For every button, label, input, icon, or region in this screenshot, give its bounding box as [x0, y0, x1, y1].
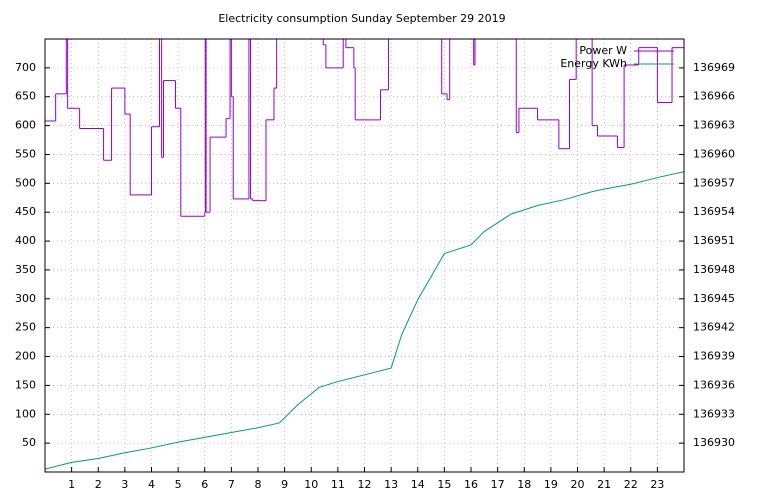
x-tick-label: 18	[517, 478, 531, 491]
y2-tick-label: 136933	[693, 407, 735, 420]
y2-tick-label: 136930	[693, 436, 735, 449]
y2-tick-label: 136954	[693, 205, 735, 218]
x-tick-label: 19	[544, 478, 558, 491]
x-tick-label: 4	[148, 478, 155, 491]
y-tick-label: 650	[15, 90, 36, 103]
x-tick-label: 22	[624, 478, 638, 491]
x-tick-label: 9	[281, 478, 288, 491]
y2-tick-label: 136969	[693, 61, 735, 74]
chart-title: Electricity consumption Sunday September…	[218, 12, 505, 25]
y-tick-label: 450	[15, 205, 36, 218]
y2-tick-label: 136966	[693, 90, 735, 103]
x-tick-label: 12	[358, 478, 372, 491]
y-tick-label: 350	[15, 263, 36, 276]
y2-tick-label: 136945	[693, 292, 735, 305]
y-tick-label: 500	[15, 176, 36, 189]
x-tick-label: 2	[95, 478, 102, 491]
x-tick-label: 8	[255, 478, 262, 491]
x-tick-label: 6	[201, 478, 208, 491]
y-tick-label: 700	[15, 61, 36, 74]
y-tick-label: 550	[15, 147, 36, 160]
x-tick-label: 7	[228, 478, 235, 491]
x-tick-label: 1	[68, 478, 75, 491]
x-tick-label: 15	[437, 478, 451, 491]
x-tick-label: 10	[304, 478, 318, 491]
x-tick-label: 21	[597, 478, 611, 491]
y-tick-label: 300	[15, 292, 36, 305]
y2-tick-label: 136957	[693, 176, 735, 189]
y2-tick-label: 136960	[693, 147, 735, 160]
legend-label: Energy KWh	[560, 57, 627, 70]
x-tick-label: 23	[650, 478, 664, 491]
x-tick-label: 11	[331, 478, 345, 491]
x-tick-label: 20	[571, 478, 585, 491]
x-tick-label: 5	[175, 478, 182, 491]
y-tick-label: 50	[22, 436, 36, 449]
y2-tick-label: 136936	[693, 378, 735, 391]
y2-tick-label: 136963	[693, 119, 735, 132]
x-tick-label: 3	[121, 478, 128, 491]
series-line	[45, 171, 684, 470]
y2-tick-label: 136942	[693, 321, 735, 334]
x-tick-label: 16	[464, 478, 478, 491]
y2-tick-label: 136948	[693, 263, 735, 276]
y-tick-label: 400	[15, 234, 36, 247]
x-tick-label: 13	[384, 478, 398, 491]
y2-tick-label: 136939	[693, 350, 735, 363]
x-tick-label: 14	[411, 478, 425, 491]
y-tick-label: 250	[15, 321, 36, 334]
y2-tick-label: 136951	[693, 234, 735, 247]
legend-label: Power W	[579, 44, 627, 57]
y-tick-label: 150	[15, 378, 36, 391]
y-tick-label: 100	[15, 407, 36, 420]
y-tick-label: 600	[15, 119, 36, 132]
x-tick-label: 17	[491, 478, 505, 491]
y-tick-label: 200	[15, 350, 36, 363]
